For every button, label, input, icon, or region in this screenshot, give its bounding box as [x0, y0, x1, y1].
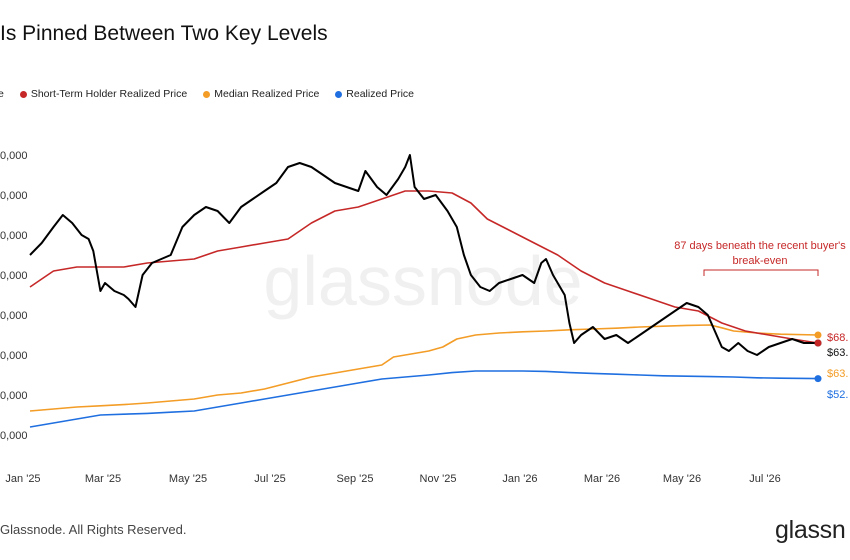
annotation-bracket: [703, 269, 819, 276]
series-line-2: [29, 324, 819, 412]
y-tick-label: 0,000: [0, 190, 28, 202]
legend-dot-icon: [19, 90, 27, 98]
legend-item-median-realized-price[interactable]: Median Realized Price: [203, 88, 319, 100]
series-end-label-3: $52.: [827, 389, 848, 401]
series-end-label-1: $68.: [827, 332, 848, 344]
legend-dot-icon: [203, 90, 211, 98]
series-end-dot-2: [814, 331, 822, 339]
glassnode-logo: glassn: [775, 516, 846, 544]
x-tick-label: Jan '26: [502, 473, 537, 485]
series-end-dot-3: [814, 375, 822, 383]
y-tick-label: 0,000: [0, 390, 28, 402]
legend-label: Realized Price: [346, 88, 414, 100]
chart-title: Is Pinned Between Two Key Levels: [0, 22, 328, 45]
y-axis: 0,000 0,000 0,000 0,000 0,000 0,000 0,000 0,000: [0, 150, 28, 442]
x-tick-label: Nov '25: [420, 473, 457, 485]
legend-label: Short-Term Holder Realized Price: [30, 88, 188, 100]
legend-label: Median Realized Price: [214, 88, 320, 100]
line-chart: glassnode 0,0000,0000,0000,0000,0000,000…: [0, 150, 848, 485]
x-tick-label: Jul '25: [254, 473, 285, 485]
legend: e Short-Term Holder Realized Price Media…: [0, 88, 414, 100]
x-tick-label: May '26: [663, 473, 701, 485]
x-tick-label: Mar '25: [85, 473, 121, 485]
x-tick-label: Jan '25: [5, 473, 40, 485]
series-lines: [29, 154, 819, 428]
y-tick-label: 0,000: [0, 230, 28, 242]
x-axis: Jan '25 Mar '25 May '25 Jul '25 Sep '25 Nov '…: [5, 473, 780, 485]
legend-label: e: [0, 88, 4, 100]
legend-item-price[interactable]: e: [0, 88, 4, 100]
y-tick-label: 0,000: [0, 270, 28, 282]
legend-dot-icon: [335, 90, 343, 98]
x-tick-label: Jul '26: [749, 473, 780, 485]
annotation-text-line: break-even: [732, 255, 787, 267]
series-end-label-2: $63.: [827, 368, 848, 380]
legend-item-realized-price[interactable]: Realized Price: [335, 88, 414, 100]
y-tick-label: 0,000: [0, 310, 28, 322]
y-tick-label: 0,000: [0, 150, 28, 162]
annotation-text-line: 87 days beneath the recent buyer's: [674, 240, 846, 252]
series-line-0: [29, 154, 818, 356]
y-tick-label: 0,000: [0, 430, 28, 442]
x-tick-label: Mar '26: [584, 473, 620, 485]
annotation: 87 days beneath the recent buyer's break-…: [674, 240, 846, 276]
legend-item-sth-realized-price[interactable]: Short-Term Holder Realized Price: [19, 88, 188, 100]
footer-copyright: Glassnode. All Rights Reserved.: [0, 522, 187, 537]
series-line-3: [29, 370, 819, 428]
x-tick-label: May '25: [169, 473, 207, 485]
y-tick-label: 0,000: [0, 350, 28, 362]
watermark-text: glassnode: [263, 242, 582, 320]
series-end-dot-1: [814, 339, 822, 347]
series-end-label-0: $63.: [827, 347, 848, 359]
end-labels: $63. $68. $63. $52.: [814, 331, 848, 401]
x-tick-label: Sep '25: [337, 473, 374, 485]
